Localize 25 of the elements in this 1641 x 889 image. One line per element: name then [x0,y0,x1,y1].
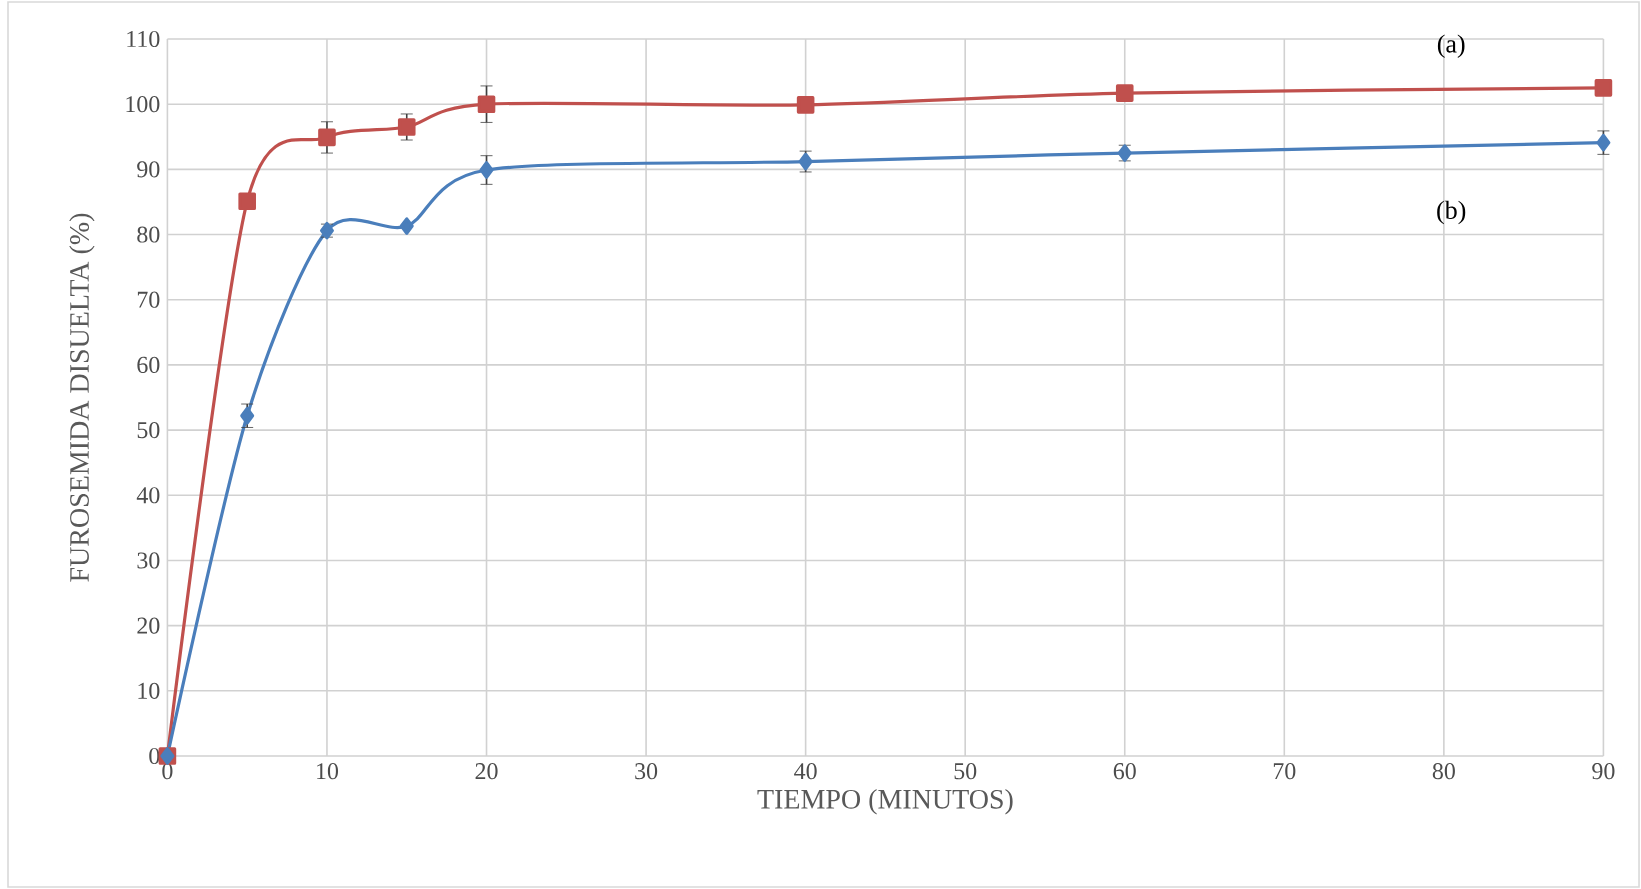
annotation: (b) [1437,200,1466,225]
y-tick-label: 90 [137,161,160,178]
y-tick-label: 40 [136,487,160,504]
x-tick-label: 80 [1432,763,1455,780]
y-tick-label: 60 [137,356,160,373]
y-tick-label: 100 [126,96,160,113]
y-tick-label: 110 [127,30,160,48]
y-tick-label: 10 [138,682,160,699]
x-tick-label: 60 [1113,763,1136,780]
y-axis-title: FUROSEMIDA DISUELTA (%) [69,213,95,582]
y-tick-label: 70 [137,291,160,308]
x-tick-label: 30 [635,763,658,780]
x-tick-label: 50 [954,763,977,780]
y-tick-label: 0 [149,747,160,765]
x-tick-label: 70 [1273,763,1296,780]
y-tick-label: 30 [137,552,160,569]
x-tick-label: 20 [475,763,498,780]
x-tick-label: 40 [794,763,817,780]
annotation: (a) [1437,34,1465,58]
x-tick-label: 90 [1592,763,1615,780]
x-axis-title: TIEMPO (MINUTOS) [757,788,1013,815]
x-tick-label: 10 [317,763,339,780]
y-tick-label: 20 [137,617,160,634]
y-tick-label: 80 [137,226,160,243]
y-tick-label: 50 [137,421,160,439]
